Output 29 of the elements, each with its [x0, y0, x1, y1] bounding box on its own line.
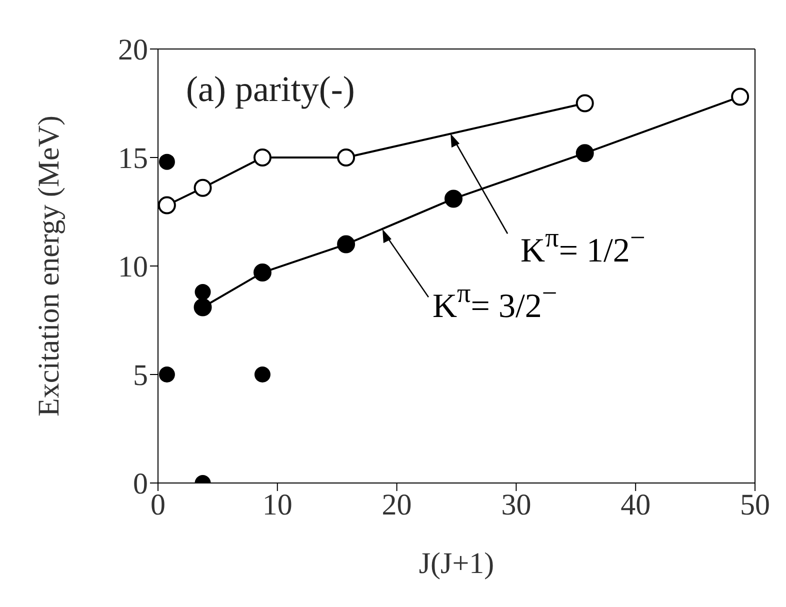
- point: [253, 264, 272, 282]
- point: [576, 144, 594, 162]
- x-tick-label: 40: [620, 488, 651, 522]
- point: [444, 190, 463, 208]
- annotation: K$^{π}$= 1/2$^{−}$: [520, 222, 646, 270]
- y-tick-label: 20: [118, 34, 148, 67]
- x-tick-label: 10: [262, 488, 292, 522]
- point: [253, 148, 272, 166]
- annotation: K$^{π}$= 3/2$^{−}$: [432, 278, 558, 326]
- point: [158, 366, 175, 382]
- point: [194, 178, 212, 197]
- x-tick-label: 20: [382, 488, 412, 522]
- point: [576, 94, 594, 112]
- y-axis-title: Excitation energy (MeV): [32, 115, 66, 417]
- point: [158, 196, 176, 214]
- x-tick-label: 30: [501, 488, 532, 522]
- annotation: (a) parity(-): [186, 68, 355, 110]
- y-tick-label: 15: [118, 142, 148, 176]
- y-tick-label: 0: [133, 468, 148, 501]
- point: [337, 148, 356, 166]
- point: [158, 154, 175, 170]
- x-tick-label: 50: [740, 488, 770, 522]
- point: [194, 284, 211, 300]
- point: [254, 366, 270, 382]
- x-axis-title: J(J+1): [418, 547, 494, 580]
- y-tick-label: 10: [118, 250, 148, 284]
- y-tick-label: 5: [133, 359, 148, 392]
- point: [337, 235, 356, 254]
- point: [194, 298, 212, 316]
